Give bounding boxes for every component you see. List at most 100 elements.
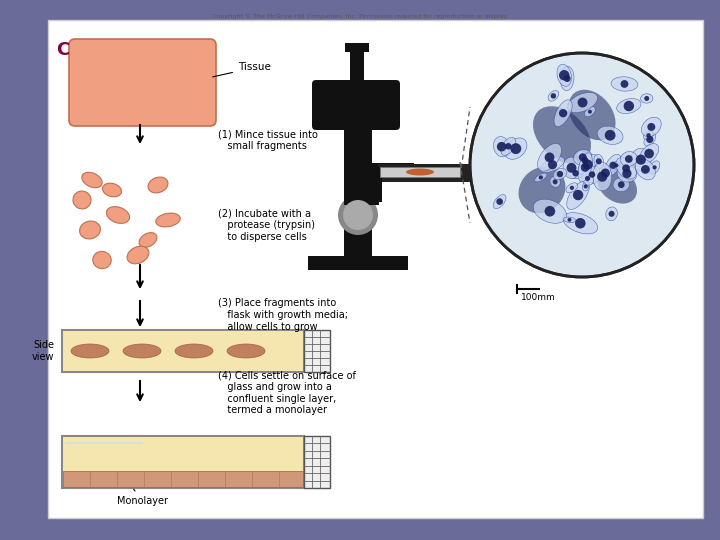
Bar — [378, 164, 473, 182]
Ellipse shape — [533, 106, 591, 164]
FancyBboxPatch shape — [48, 20, 703, 518]
Text: Monolayer: Monolayer — [117, 489, 168, 506]
Bar — [380, 167, 460, 177]
Ellipse shape — [534, 199, 567, 224]
Ellipse shape — [621, 152, 637, 166]
Ellipse shape — [139, 233, 157, 247]
Circle shape — [621, 80, 629, 88]
Bar — [344, 126, 372, 256]
Ellipse shape — [553, 168, 567, 180]
Bar — [63, 437, 303, 487]
Ellipse shape — [582, 172, 593, 185]
Bar — [62, 436, 304, 488]
Ellipse shape — [649, 161, 660, 174]
Bar — [350, 50, 364, 85]
Ellipse shape — [605, 154, 621, 176]
Ellipse shape — [563, 213, 598, 234]
Circle shape — [595, 158, 602, 164]
Ellipse shape — [569, 90, 616, 140]
Ellipse shape — [585, 166, 599, 184]
Ellipse shape — [631, 148, 651, 171]
Text: (3) Place fragments into
   flask with growth media;
   allow cells to grow: (3) Place fragments into flask with grow… — [218, 299, 348, 332]
Ellipse shape — [554, 100, 572, 126]
Circle shape — [647, 123, 655, 131]
Bar — [344, 163, 414, 175]
Ellipse shape — [644, 133, 656, 146]
Ellipse shape — [567, 181, 590, 210]
Bar — [304, 330, 330, 372]
Ellipse shape — [227, 344, 265, 358]
Ellipse shape — [518, 167, 565, 213]
Ellipse shape — [564, 217, 575, 222]
Ellipse shape — [550, 177, 560, 187]
Ellipse shape — [501, 137, 516, 156]
Ellipse shape — [175, 344, 213, 358]
Bar — [372, 167, 382, 202]
Ellipse shape — [71, 344, 109, 358]
Bar — [344, 175, 379, 205]
Bar — [304, 436, 330, 488]
Circle shape — [338, 195, 378, 235]
Ellipse shape — [582, 182, 589, 191]
Circle shape — [582, 157, 588, 164]
Text: (4) Cells settle on surface of
   glass and grow into a
   confluent single laye: (4) Cells settle on surface of glass and… — [218, 370, 356, 415]
Circle shape — [622, 169, 631, 178]
Ellipse shape — [578, 153, 593, 182]
Ellipse shape — [613, 178, 629, 192]
Circle shape — [636, 154, 646, 165]
Bar — [308, 256, 408, 270]
Text: C: C — [56, 41, 69, 59]
Circle shape — [585, 176, 590, 181]
FancyBboxPatch shape — [69, 39, 216, 126]
Ellipse shape — [563, 157, 580, 179]
Ellipse shape — [611, 77, 638, 91]
Circle shape — [497, 142, 506, 151]
Ellipse shape — [598, 126, 623, 144]
Circle shape — [644, 96, 649, 101]
Ellipse shape — [82, 172, 102, 188]
Text: (2) Incubate with a
   protease (trypsin)
   to disperse cells: (2) Incubate with a protease (trypsin) t… — [218, 208, 315, 241]
Ellipse shape — [577, 151, 593, 170]
Circle shape — [570, 186, 574, 190]
Ellipse shape — [606, 207, 617, 221]
Circle shape — [647, 133, 651, 138]
Circle shape — [584, 184, 588, 188]
Circle shape — [559, 109, 567, 117]
Circle shape — [548, 160, 557, 169]
Ellipse shape — [641, 94, 653, 103]
Ellipse shape — [613, 161, 620, 169]
Ellipse shape — [557, 64, 572, 86]
Ellipse shape — [102, 183, 122, 197]
Circle shape — [544, 206, 555, 217]
Ellipse shape — [548, 91, 559, 101]
Ellipse shape — [599, 165, 611, 181]
Circle shape — [614, 163, 618, 167]
Ellipse shape — [597, 166, 637, 204]
Ellipse shape — [585, 106, 595, 117]
Circle shape — [644, 148, 654, 158]
Ellipse shape — [617, 98, 641, 113]
Ellipse shape — [505, 138, 527, 159]
Ellipse shape — [593, 163, 612, 191]
Ellipse shape — [127, 246, 149, 264]
Circle shape — [557, 171, 563, 177]
Circle shape — [588, 110, 592, 113]
Circle shape — [597, 172, 608, 182]
Ellipse shape — [123, 344, 161, 358]
Ellipse shape — [566, 183, 578, 193]
Circle shape — [577, 98, 588, 107]
Text: Tissue: Tissue — [212, 63, 271, 77]
Circle shape — [559, 70, 570, 80]
Circle shape — [544, 152, 554, 162]
Ellipse shape — [578, 154, 598, 174]
Circle shape — [605, 130, 616, 140]
Circle shape — [551, 93, 556, 99]
Circle shape — [564, 75, 571, 82]
Circle shape — [575, 218, 585, 228]
Circle shape — [618, 181, 625, 188]
Circle shape — [567, 163, 577, 173]
Ellipse shape — [541, 157, 564, 173]
Circle shape — [567, 218, 572, 222]
Circle shape — [573, 190, 583, 200]
Ellipse shape — [567, 168, 584, 179]
